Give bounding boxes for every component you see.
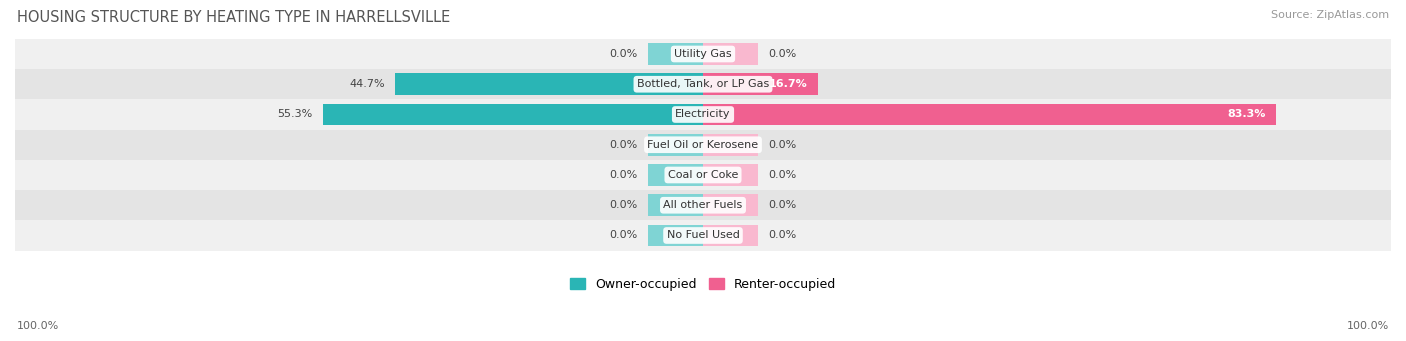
Bar (703, 43, 758, 65)
Bar (703, 164, 758, 186)
Legend: Owner-occupied, Renter-occupied: Owner-occupied, Renter-occupied (569, 278, 837, 291)
Text: Fuel Oil or Kerosene: Fuel Oil or Kerosene (647, 140, 759, 150)
Text: 83.3%: 83.3% (1227, 109, 1265, 119)
Text: 0.0%: 0.0% (768, 140, 797, 150)
Bar (15, 69, 1391, 99)
Bar (322, 104, 703, 125)
Text: 0.0%: 0.0% (609, 200, 638, 210)
Bar (648, 194, 703, 216)
Text: HOUSING STRUCTURE BY HEATING TYPE IN HARRELLSVILLE: HOUSING STRUCTURE BY HEATING TYPE IN HAR… (17, 10, 450, 25)
Text: 0.0%: 0.0% (768, 231, 797, 240)
Bar (648, 164, 703, 186)
Bar (395, 73, 703, 95)
Bar (648, 43, 703, 65)
Text: Electricity: Electricity (675, 109, 731, 119)
Bar (15, 190, 1391, 220)
Bar (648, 225, 703, 247)
Bar (15, 160, 1391, 190)
Text: No Fuel Used: No Fuel Used (666, 231, 740, 240)
Bar (703, 194, 758, 216)
Text: Utility Gas: Utility Gas (675, 49, 731, 59)
Text: Source: ZipAtlas.com: Source: ZipAtlas.com (1271, 10, 1389, 20)
Bar (703, 225, 758, 247)
Text: 55.3%: 55.3% (277, 109, 312, 119)
Text: 0.0%: 0.0% (768, 200, 797, 210)
Text: 0.0%: 0.0% (609, 49, 638, 59)
Text: Bottled, Tank, or LP Gas: Bottled, Tank, or LP Gas (637, 79, 769, 89)
Bar (703, 134, 758, 155)
Text: 0.0%: 0.0% (609, 140, 638, 150)
Bar (703, 73, 818, 95)
Bar (15, 99, 1391, 130)
Text: 0.0%: 0.0% (609, 170, 638, 180)
Text: Coal or Coke: Coal or Coke (668, 170, 738, 180)
Text: 44.7%: 44.7% (350, 79, 385, 89)
Text: All other Fuels: All other Fuels (664, 200, 742, 210)
Text: 0.0%: 0.0% (768, 170, 797, 180)
Text: 100.0%: 100.0% (17, 321, 59, 331)
Text: 100.0%: 100.0% (1347, 321, 1389, 331)
Bar (15, 220, 1391, 251)
Bar (15, 130, 1391, 160)
Text: 0.0%: 0.0% (768, 49, 797, 59)
Bar (15, 39, 1391, 69)
Bar (648, 134, 703, 155)
Text: 0.0%: 0.0% (609, 231, 638, 240)
Text: 16.7%: 16.7% (769, 79, 807, 89)
Bar (703, 104, 1277, 125)
